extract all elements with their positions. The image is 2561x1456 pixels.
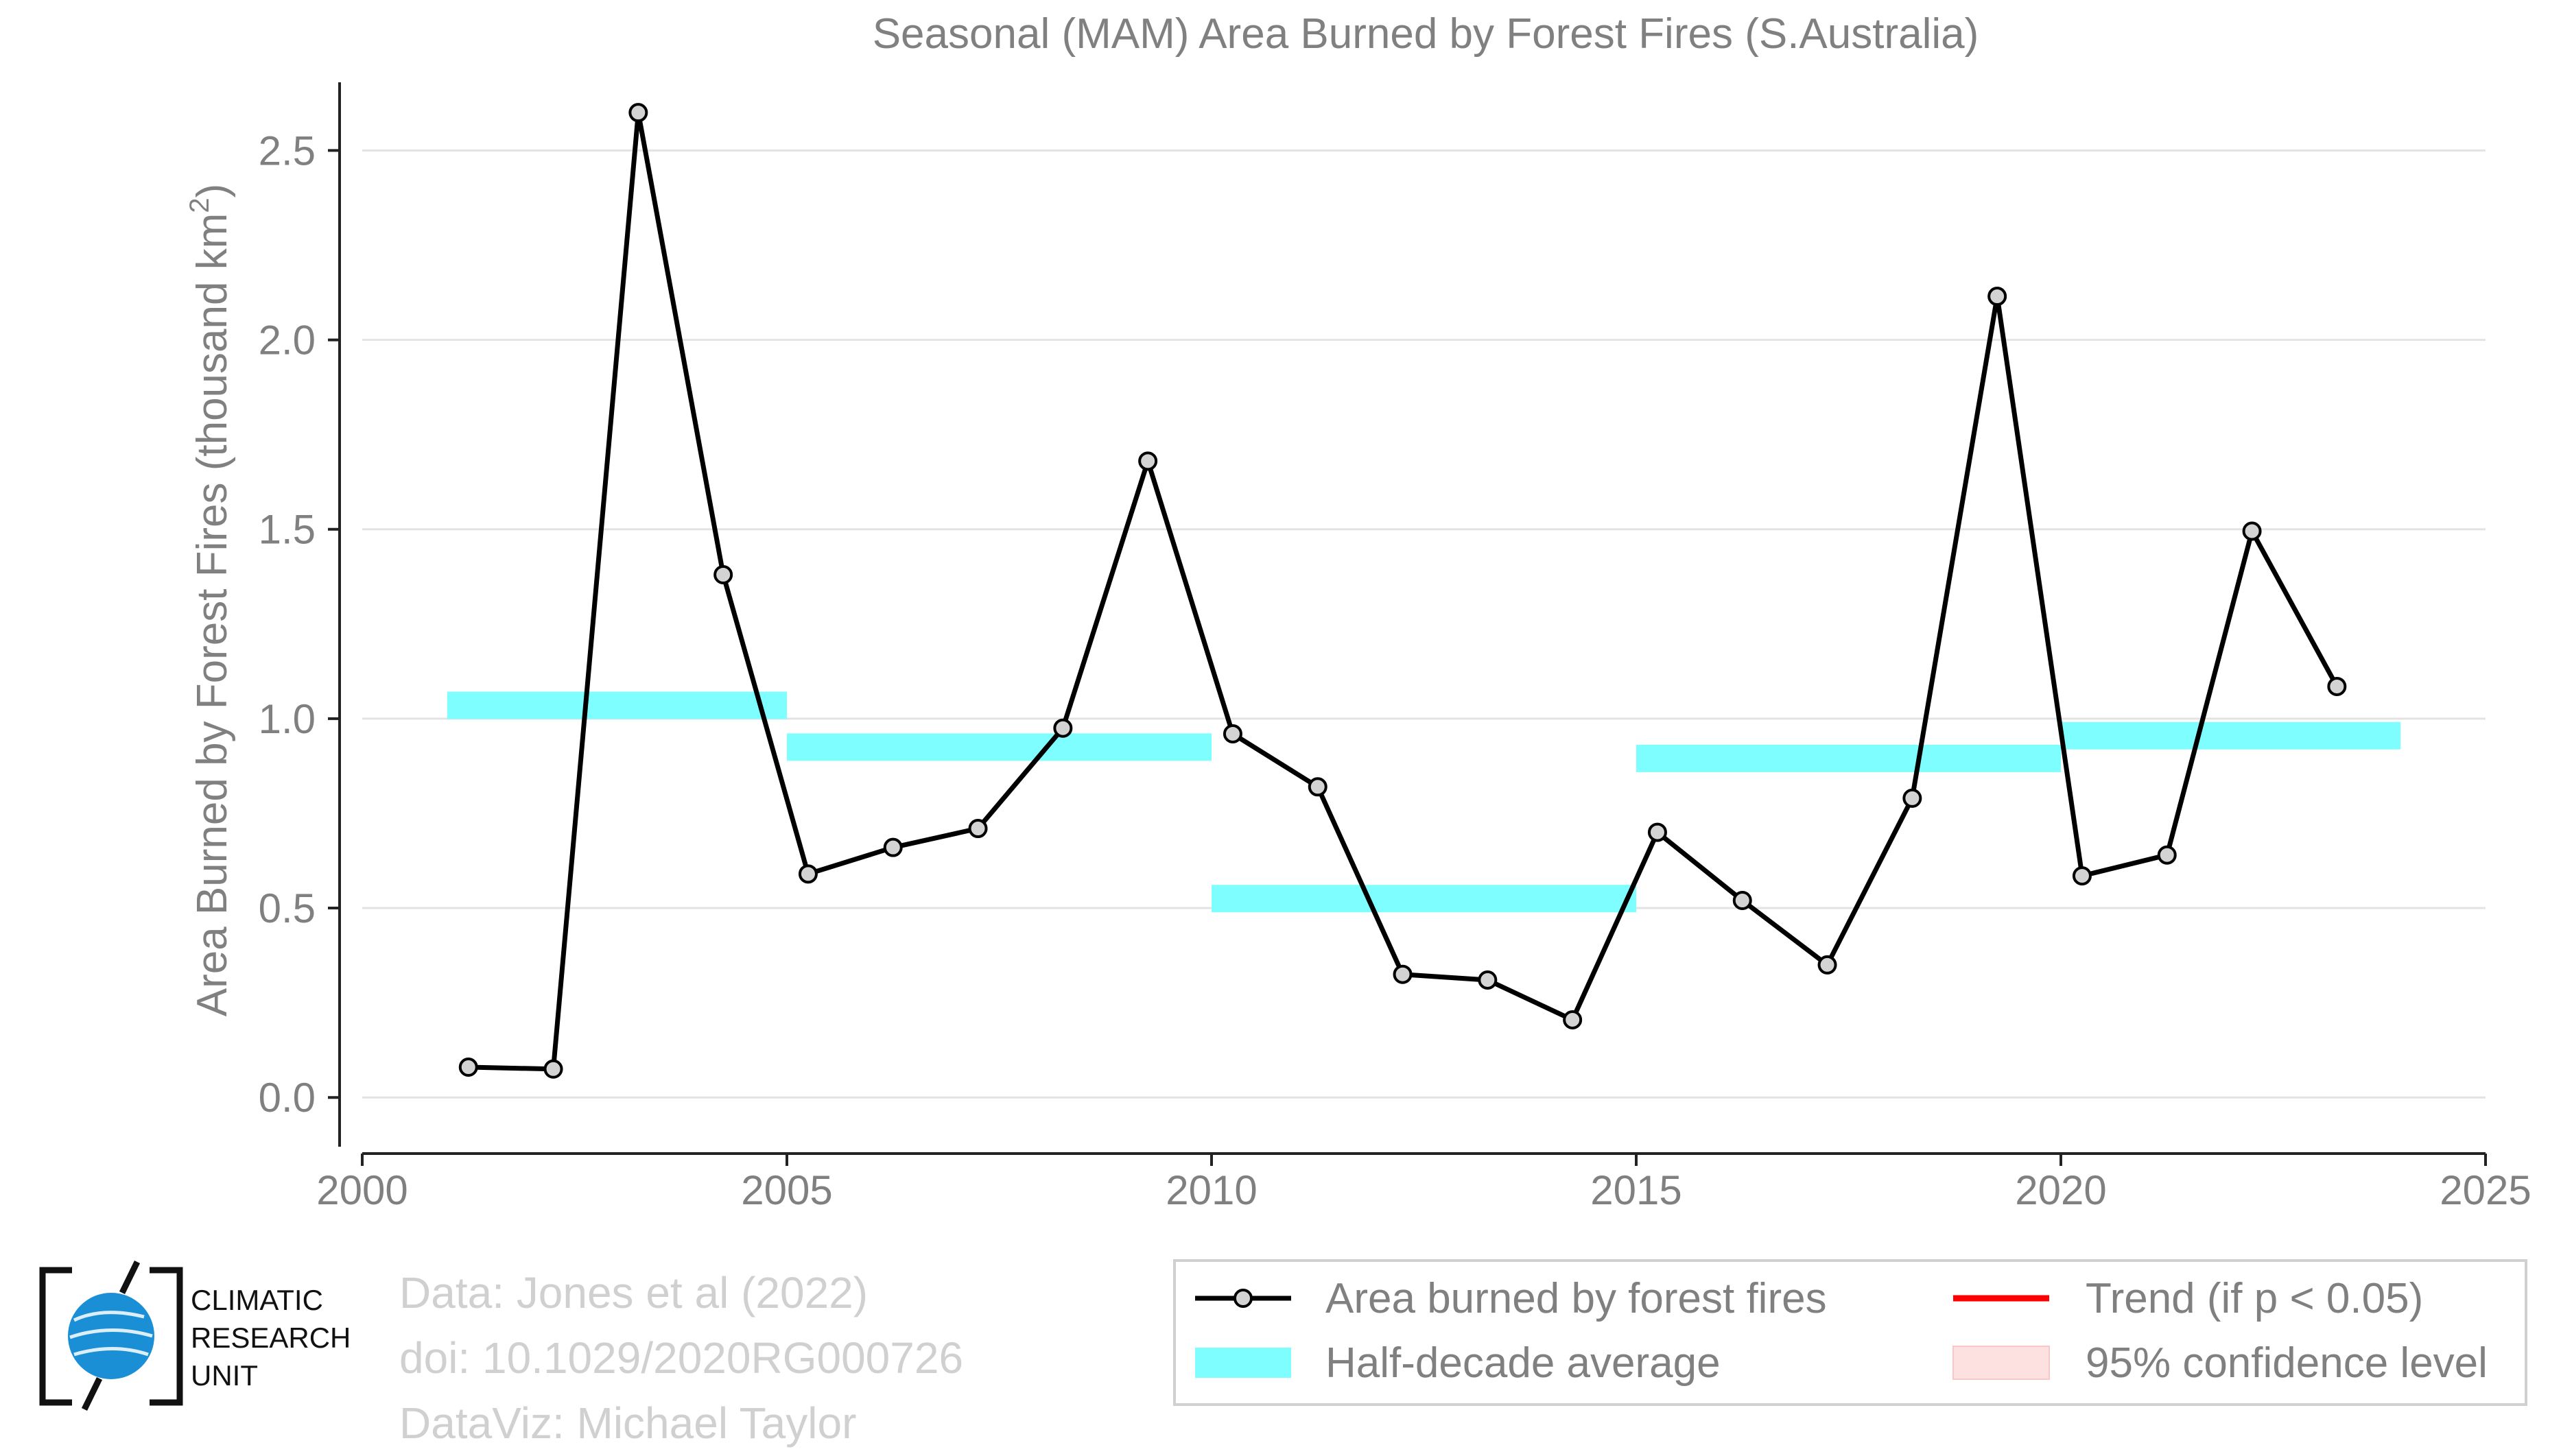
half-decade-band <box>1212 885 1636 913</box>
logo-bracket-left <box>39 1267 72 1406</box>
credit-doi: doi: 10.1029/2020RG000726 <box>399 1333 964 1383</box>
legend-box <box>1173 1259 2527 1406</box>
data-point <box>1308 777 1327 797</box>
legend-label-series: Area burned by forest fires <box>1325 1275 1827 1322</box>
legend-confidence-swatch <box>1952 1346 2050 1380</box>
data-point <box>1647 822 1667 842</box>
data-point <box>628 103 648 123</box>
legend: Area burned by forest fires Trend (if p … <box>1173 1259 2527 1406</box>
credit-dataviz: DataViz: Michael Taylor <box>399 1398 857 1448</box>
y-axis: 0.0 0.5 1.0 1.5 2.0 2.5 <box>259 82 341 1147</box>
data-point <box>1902 788 1922 808</box>
data-point <box>713 565 733 585</box>
logo-slash-top <box>119 1261 141 1294</box>
x-tick-label: 2015 <box>1590 1167 1681 1213</box>
y-axis-label-close: ) <box>189 184 236 198</box>
data-point <box>2327 676 2347 696</box>
data-point <box>1223 724 1242 743</box>
data-point <box>2072 866 2092 886</box>
series-line-area-burned <box>468 110 2339 1072</box>
logo-text-line3: UNIT <box>191 1359 258 1392</box>
data-point <box>1732 890 1752 910</box>
data-point <box>458 1058 478 1077</box>
x-tick-label: 2010 <box>1166 1167 1257 1213</box>
globe-swirl-2 <box>69 1328 153 1339</box>
data-point <box>883 837 903 857</box>
legend-label-confidence: 95% confidence level <box>2086 1339 2488 1387</box>
x-tick-label: 2000 <box>316 1167 408 1213</box>
data-point <box>968 819 988 839</box>
half-decade-band <box>787 733 1212 761</box>
series-markers <box>458 103 2347 1079</box>
logo-text: CLIMATIC RESEARCH UNIT <box>191 1281 351 1394</box>
data-point <box>798 864 818 884</box>
half-decade-band <box>1636 744 2061 772</box>
globe-swirl-3 <box>73 1347 149 1357</box>
x-axis: 2000 2005 2010 2015 2020 2025 <box>316 1152 2532 1213</box>
legend-series-marker-swatch <box>1234 1289 1253 1308</box>
y-tick-label: 0.0 <box>259 1075 316 1121</box>
logo-text-line1: CLIMATIC <box>191 1284 323 1316</box>
globe-swirl-1 <box>73 1311 145 1322</box>
grid-lines <box>362 149 2486 1099</box>
data-credits: Data: Jones et al (2022) doi: 10.1029/20… <box>399 1261 963 1456</box>
data-point <box>543 1059 563 1079</box>
y-axis-label-superscript: 2 <box>185 198 215 213</box>
credit-source: Data: Jones et al (2022) <box>399 1268 869 1317</box>
globe-icon <box>68 1293 154 1379</box>
series-line <box>468 110 2339 1072</box>
x-tick-label: 2005 <box>741 1167 832 1213</box>
legend-label-half-decade: Half-decade average <box>1325 1339 1721 1387</box>
y-tick-label: 2.5 <box>259 128 316 174</box>
data-point <box>1138 451 1158 471</box>
y-axis-label: Area Burned by Forest Fires (thousand km… <box>185 184 236 1017</box>
y-tick-label: 1.5 <box>259 507 316 553</box>
logo-text-line2: RESEARCH <box>191 1322 351 1354</box>
half-decade-band <box>447 691 787 719</box>
y-axis-label-main: Area Burned by Forest Fires (thousand km <box>189 213 236 1017</box>
data-point <box>1817 955 1837 975</box>
chart-title: Seasonal (MAM) Area Burned by Forest Fir… <box>873 10 1979 58</box>
data-point <box>2242 521 2262 541</box>
y-tick-label: 2.0 <box>259 318 316 363</box>
half-decade-band <box>2061 721 2401 750</box>
data-point <box>1478 970 1498 990</box>
legend-label-trend: Trend (if p < 0.05) <box>2086 1275 2423 1322</box>
x-tick-label: 2025 <box>2440 1167 2531 1213</box>
data-point <box>1987 287 2007 307</box>
data-point <box>1053 718 1073 738</box>
half-decade-bands <box>447 691 2401 913</box>
data-point <box>2157 845 2177 865</box>
data-point <box>1393 964 1413 984</box>
logo-slash-bottom <box>81 1377 103 1411</box>
cru-logo <box>39 1261 183 1411</box>
legend-half-decade-swatch <box>1195 1348 1291 1378</box>
logo-bracket-right <box>150 1267 183 1406</box>
data-point <box>1563 1010 1583 1029</box>
x-tick-label: 2020 <box>2015 1167 2106 1213</box>
y-tick-label: 0.5 <box>259 885 316 931</box>
y-tick-label: 1.0 <box>259 696 316 742</box>
